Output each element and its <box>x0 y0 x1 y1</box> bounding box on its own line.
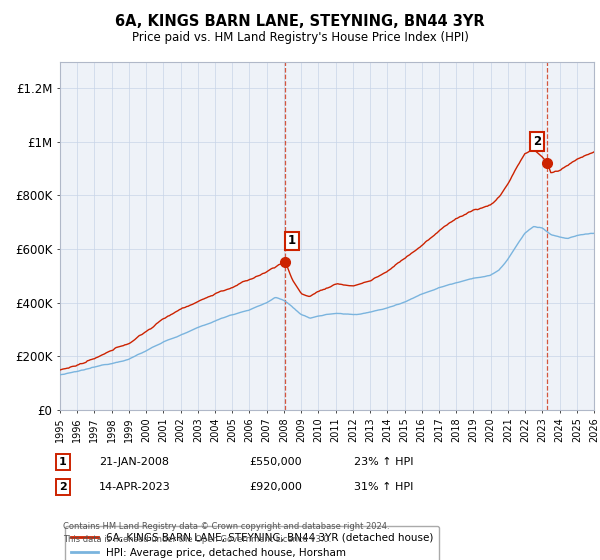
Text: 1: 1 <box>287 235 296 248</box>
Text: 6A, KINGS BARN LANE, STEYNING, BN44 3YR: 6A, KINGS BARN LANE, STEYNING, BN44 3YR <box>115 14 485 29</box>
Text: 23% ↑ HPI: 23% ↑ HPI <box>354 457 413 467</box>
Text: £550,000: £550,000 <box>249 457 302 467</box>
Text: 2: 2 <box>59 482 67 492</box>
Text: 1: 1 <box>59 457 67 467</box>
Legend: 6A, KINGS BARN LANE, STEYNING, BN44 3YR (detached house), HPI: Average price, de: 6A, KINGS BARN LANE, STEYNING, BN44 3YR … <box>65 526 439 560</box>
Text: Contains HM Land Registry data © Crown copyright and database right 2024.
This d: Contains HM Land Registry data © Crown c… <box>63 522 389 544</box>
Text: Price paid vs. HM Land Registry's House Price Index (HPI): Price paid vs. HM Land Registry's House … <box>131 31 469 44</box>
Text: 31% ↑ HPI: 31% ↑ HPI <box>354 482 413 492</box>
Text: 14-APR-2023: 14-APR-2023 <box>99 482 171 492</box>
Text: £920,000: £920,000 <box>249 482 302 492</box>
Text: 21-JAN-2008: 21-JAN-2008 <box>99 457 169 467</box>
Text: 2: 2 <box>533 136 541 148</box>
